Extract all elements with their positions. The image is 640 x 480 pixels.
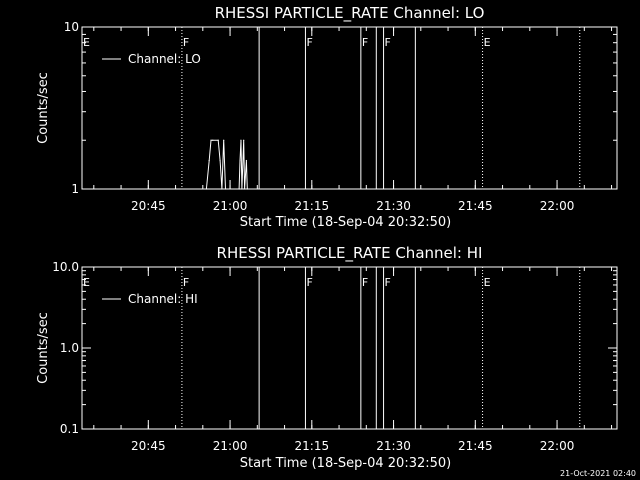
event-marker-label: E bbox=[83, 276, 90, 289]
x-tick-label: 21:15 bbox=[295, 439, 330, 453]
x-tick-label: 21:15 bbox=[295, 199, 330, 213]
event-marker-label: F bbox=[306, 276, 312, 289]
data-point bbox=[241, 188, 243, 190]
event-marker-label: F bbox=[362, 36, 368, 49]
x-tick-label: 21:45 bbox=[458, 439, 493, 453]
data-point bbox=[205, 188, 208, 190]
data-point bbox=[217, 139, 219, 141]
event-marker-label: E bbox=[484, 36, 491, 49]
chart-title: RHESSI PARTICLE_RATE Channel: HI bbox=[217, 244, 483, 263]
x-tick-label: 20:45 bbox=[131, 199, 166, 213]
data-point bbox=[245, 159, 248, 162]
x-axis-label: Start Time (18-Sep-04 20:32:50) bbox=[240, 215, 451, 230]
data-point bbox=[239, 159, 241, 162]
event-marker-label: F bbox=[385, 276, 391, 289]
data-point bbox=[246, 188, 248, 190]
y-tick-label: 1 bbox=[71, 182, 79, 196]
footer-timestamp: 21-Oct-2021 02:40 bbox=[560, 469, 636, 478]
data-point bbox=[223, 139, 225, 141]
x-axis-label: Start Time (18-Sep-04 20:32:50) bbox=[240, 456, 451, 471]
y-tick-label: 10 bbox=[64, 20, 79, 34]
x-tick-label: 21:45 bbox=[458, 199, 493, 213]
y-axis-label: Counts/sec bbox=[36, 312, 51, 384]
data-point bbox=[238, 188, 240, 190]
x-tick-label: 21:30 bbox=[376, 439, 411, 453]
data-point bbox=[224, 188, 227, 190]
data-point bbox=[212, 139, 214, 141]
y-tick-label: 10.0 bbox=[52, 260, 79, 274]
event-marker-label: F bbox=[306, 36, 312, 49]
data-point bbox=[221, 188, 223, 190]
x-tick-label: 21:30 bbox=[376, 199, 411, 213]
x-tick-label: 21:00 bbox=[213, 439, 248, 453]
plot-frame bbox=[81, 26, 618, 190]
chart-panel-1: RHESSI PARTICLE_RATE Channel: LO Counts/s… bbox=[36, 4, 618, 230]
series-line bbox=[205, 139, 248, 190]
chart-title: RHESSI PARTICLE_RATE Channel: LO bbox=[215, 4, 485, 23]
event-marker-label: E bbox=[484, 276, 491, 289]
x-tick-label: 22:00 bbox=[540, 199, 575, 213]
data-point bbox=[240, 139, 242, 141]
data-point bbox=[219, 159, 221, 162]
legend-label: Channel: HI bbox=[128, 292, 198, 306]
y-tick-label: 1.0 bbox=[60, 341, 79, 355]
y-axis-label: Counts/sec bbox=[36, 72, 51, 144]
event-marker-label: F bbox=[362, 276, 368, 289]
x-tick-label: 20:45 bbox=[131, 439, 166, 453]
data-point bbox=[243, 139, 245, 141]
data-point bbox=[210, 139, 212, 141]
event-marker-label: F bbox=[385, 36, 391, 49]
event-marker-label: E bbox=[83, 36, 90, 49]
chart-panel-2: RHESSI PARTICLE_RATE Channel: HI Counts/s… bbox=[36, 244, 618, 471]
x-tick-label: 22:00 bbox=[540, 439, 575, 453]
legend-label: Channel: LO bbox=[128, 52, 201, 66]
event-marker-label: F bbox=[183, 36, 189, 49]
data-point bbox=[208, 159, 210, 162]
event-marker-label: F bbox=[183, 276, 189, 289]
data-point bbox=[243, 188, 246, 190]
x-tick-label: 21:00 bbox=[213, 199, 248, 213]
y-tick-label: 0.1 bbox=[60, 422, 79, 436]
